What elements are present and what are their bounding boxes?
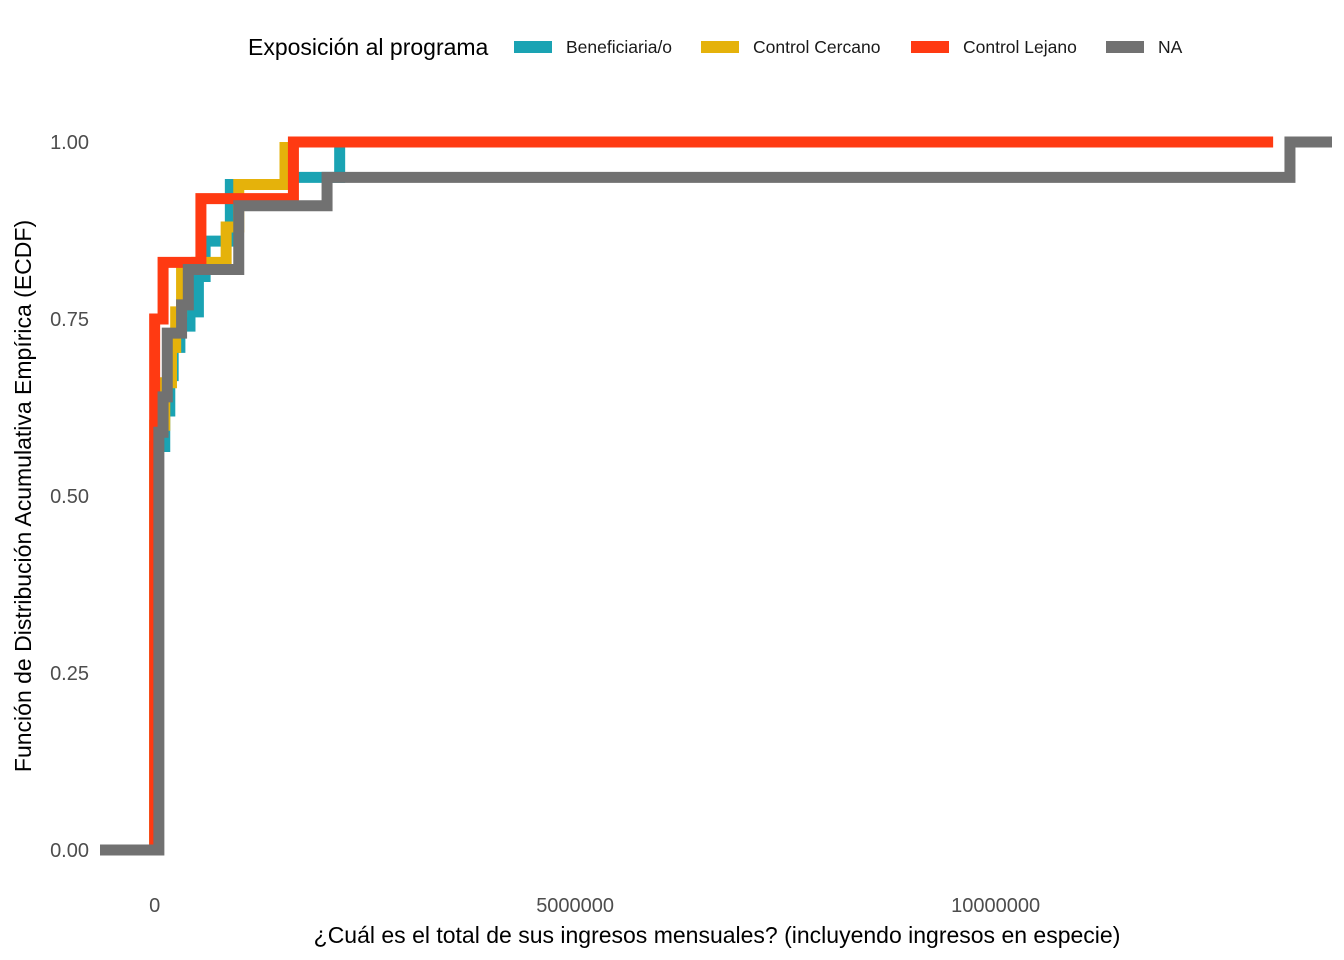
legend-label-control-cercano: Control Cercano <box>753 37 881 57</box>
legend-label-na: NA <box>1158 37 1183 57</box>
legend-label-beneficiaria: Beneficiaria/o <box>566 37 673 57</box>
series-line-beneficiaria-o <box>149 142 346 850</box>
y-axis-title: Función de Distribución Acumulativa Empí… <box>10 220 36 772</box>
y-tick-label: 1.00 <box>50 132 89 154</box>
y-tick-label: 0.25 <box>50 663 89 685</box>
y-tick-label: 0.50 <box>50 486 89 508</box>
x-axis-ticks: 0 5000000 10000000 <box>149 895 1040 917</box>
legend-key-beneficiaria <box>514 41 552 53</box>
legend-key-control-cercano <box>701 41 739 53</box>
x-tick-label: 5000000 <box>536 895 614 917</box>
legend-label-control-lejano: Control Lejano <box>963 37 1077 57</box>
y-axis-ticks: 0.00 0.25 0.50 0.75 1.00 <box>50 132 89 862</box>
x-tick-label: 0 <box>149 895 160 917</box>
series-line-na <box>100 136 1332 856</box>
legend-key-control-lejano <box>911 41 949 53</box>
legend: Exposición al programa Beneficiaria/o Co… <box>0 30 1344 66</box>
y-tick-label: 0.75 <box>50 309 89 331</box>
y-tick-label: 0.00 <box>50 840 89 862</box>
series-line-control-lejano <box>149 136 1274 850</box>
series-layer <box>100 136 1332 856</box>
x-axis-title: ¿Cuál es el total de sus ingresos mensua… <box>314 922 1121 948</box>
x-tick-label: 10000000 <box>951 895 1040 917</box>
legend-key-na <box>1106 41 1144 53</box>
legend-title: Exposición al programa <box>248 34 489 60</box>
series-line-control-cercano <box>149 142 291 850</box>
